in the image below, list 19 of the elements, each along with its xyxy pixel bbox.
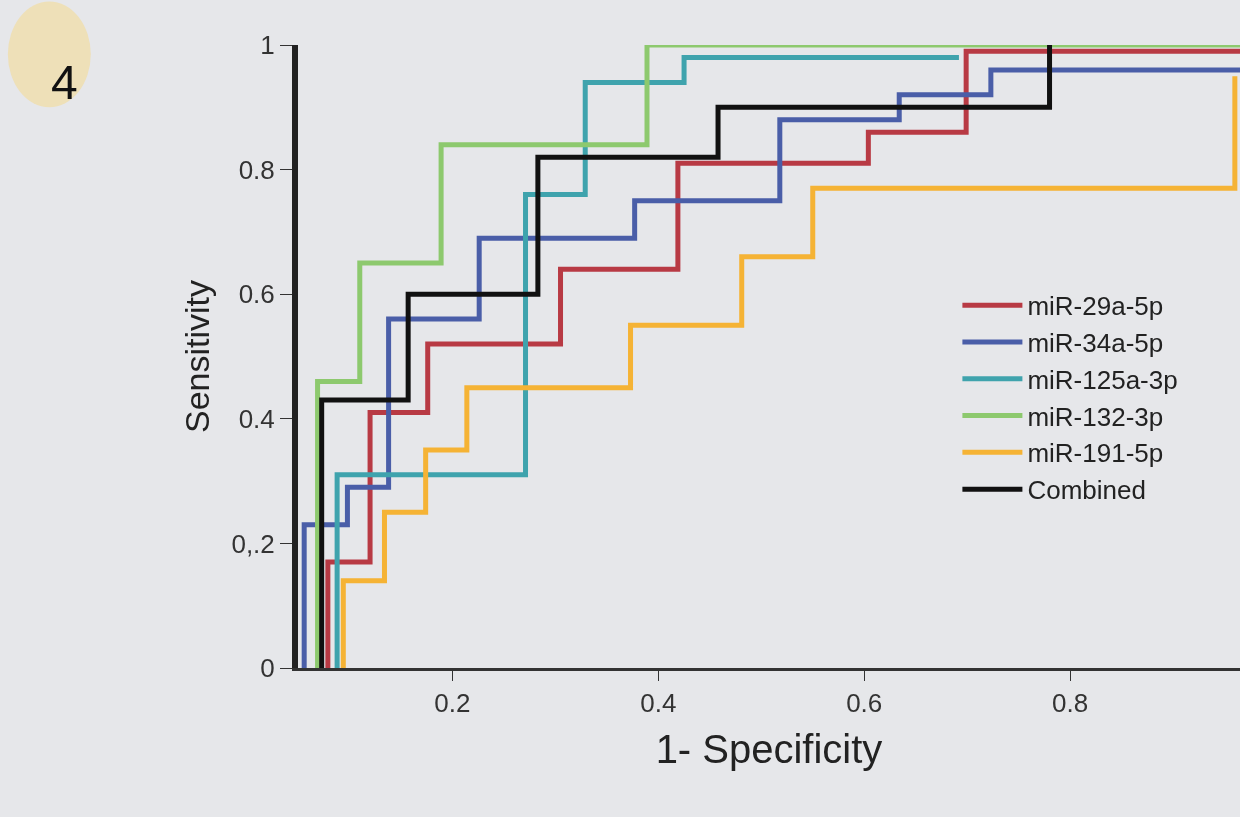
- y-tick-label: 1: [260, 30, 275, 61]
- y-tick-label: 0: [260, 653, 275, 684]
- legend-label: miR-125a-3p: [1027, 364, 1178, 395]
- x-tick-label: 0.2: [434, 688, 471, 719]
- y-tick-label: 0.6: [238, 279, 275, 310]
- y-axis-title: Sensitivity: [177, 279, 216, 434]
- legend-label: miR-29a-5p: [1027, 291, 1164, 322]
- y-tick-label: 0.8: [238, 154, 275, 185]
- y-tick-label: 0.4: [238, 403, 275, 434]
- legend-label: Combined: [1027, 475, 1146, 506]
- legend-label: miR-34a-5p: [1027, 328, 1164, 359]
- x-tick-label: 0.6: [846, 688, 883, 719]
- y-tick-label: 0,.2: [231, 528, 275, 559]
- x-tick-label: 0.4: [640, 688, 677, 719]
- legend-label: miR-191-5p: [1027, 438, 1164, 469]
- x-tick-label: 0.8: [1052, 688, 1089, 719]
- text: 4: [51, 56, 78, 109]
- x-axis-title: 1- Specificity: [655, 726, 883, 771]
- legend-label: miR-132-3p: [1027, 401, 1164, 432]
